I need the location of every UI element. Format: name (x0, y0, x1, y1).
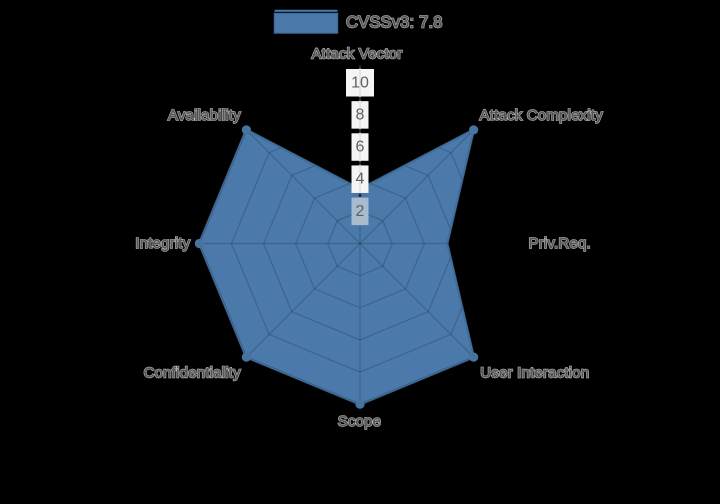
svg-text:Confidentiality: Confidentiality (144, 365, 242, 382)
svg-text:User Interaction: User Interaction (480, 365, 589, 382)
svg-text:4: 4 (356, 171, 365, 188)
svg-text:Priv.Req.: Priv.Req. (529, 235, 591, 252)
svg-text:Availability: Availability (168, 107, 241, 124)
svg-text:Scope: Scope (338, 413, 382, 430)
svg-text:Attack Complexity: Attack Complexity (480, 107, 604, 124)
svg-text:Integrity: Integrity (135, 235, 190, 252)
svg-text:8: 8 (356, 106, 365, 123)
svg-text:Scope: Scope (338, 413, 382, 430)
svg-text:Confidentiality: Confidentiality (144, 365, 242, 382)
svg-text:Priv.Req.: Priv.Req. (529, 235, 591, 252)
svg-text:Attack Complexity: Attack Complexity (480, 107, 604, 124)
svg-text:Attack Vector: Attack Vector (312, 45, 403, 62)
svg-text:10: 10 (351, 74, 369, 91)
svg-text:6: 6 (356, 139, 365, 156)
svg-text:2: 2 (356, 203, 365, 220)
svg-text:User Interaction: User Interaction (480, 365, 589, 382)
svg-text:CVSSv3: 7.8: CVSSv3: 7.8 (346, 13, 443, 31)
svg-text:Attack Vector: Attack Vector (312, 45, 403, 62)
svg-text:Integrity: Integrity (135, 235, 190, 252)
svg-text:CVSSv3: 7.8: CVSSv3: 7.8 (346, 13, 443, 31)
svg-text:Availability: Availability (168, 107, 241, 124)
